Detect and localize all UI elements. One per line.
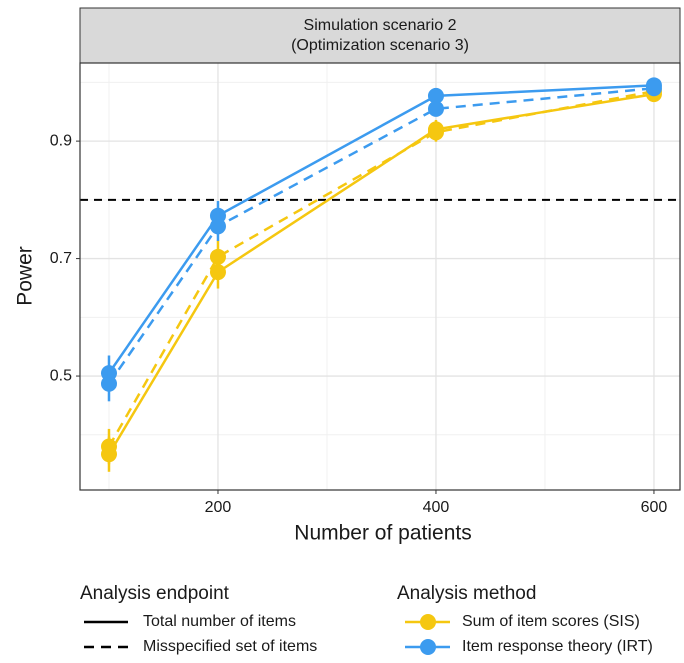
point <box>209 218 226 235</box>
legend-label: Sum of item scores (SIS) <box>462 613 640 630</box>
legend-label: Total number of items <box>143 613 296 630</box>
point <box>427 124 444 141</box>
series-line <box>107 87 655 385</box>
y-tick-label: 0.9 <box>50 132 72 149</box>
point <box>100 375 117 392</box>
legend-key <box>420 639 436 655</box>
strip-bg <box>79 7 681 64</box>
x-tick-label: 600 <box>641 499 668 516</box>
x-axis-title: Number of patients <box>294 522 471 545</box>
y-tick-label: 0.7 <box>50 250 72 267</box>
point <box>645 80 662 97</box>
point <box>427 100 444 117</box>
series-line <box>107 84 655 374</box>
strip-label: (Optimization scenario 3) <box>291 37 469 54</box>
point <box>427 87 444 104</box>
point <box>209 248 226 265</box>
y-axis-title: Power <box>14 246 37 306</box>
strip-label: Simulation scenario 2 <box>304 17 457 34</box>
panel-border <box>79 62 681 491</box>
point <box>100 438 117 455</box>
series-line <box>107 92 655 455</box>
x-tick-label: 200 <box>205 499 232 516</box>
legend-title: Analysis endpoint <box>80 583 230 604</box>
legend-title: Analysis method <box>397 583 536 604</box>
y-tick-label: 0.5 <box>50 367 72 384</box>
legend-label: Item response theory (IRT) <box>462 638 653 655</box>
x-tick-label: 400 <box>423 499 450 516</box>
legend-label: Misspecified set of items <box>143 638 317 655</box>
series-line <box>107 89 655 448</box>
legend-key <box>420 614 436 630</box>
